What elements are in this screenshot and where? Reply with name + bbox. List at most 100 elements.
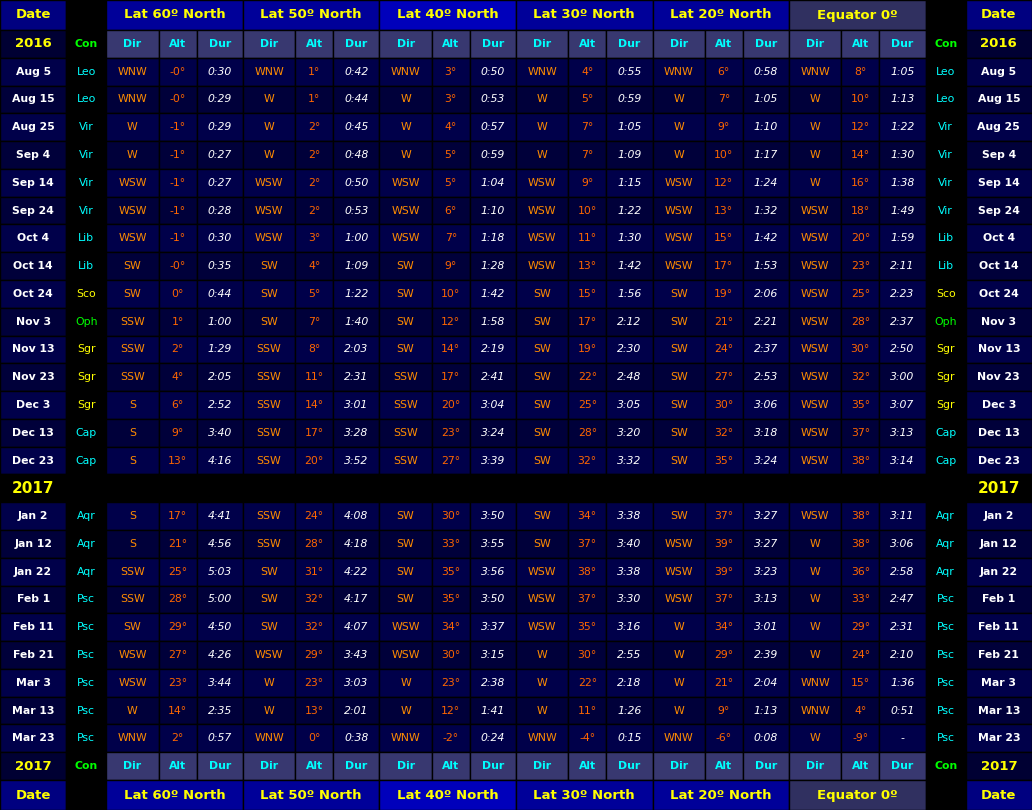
Text: Feb 21: Feb 21 <box>978 650 1020 660</box>
Text: 3:27: 3:27 <box>753 539 778 549</box>
Text: 0:35: 0:35 <box>207 261 232 271</box>
Text: 1:13: 1:13 <box>891 95 914 104</box>
Bar <box>966 58 1032 86</box>
Bar <box>607 419 652 446</box>
Bar <box>966 502 1032 530</box>
Bar <box>516 197 569 224</box>
Text: Oct 24: Oct 24 <box>979 289 1019 299</box>
Bar <box>743 697 789 724</box>
Bar <box>106 530 159 558</box>
Text: Lib: Lib <box>938 261 954 271</box>
Bar <box>516 752 569 780</box>
Bar <box>159 558 197 586</box>
Bar <box>743 141 789 169</box>
Bar <box>431 113 470 141</box>
Text: 12°: 12° <box>442 706 460 715</box>
Text: 38°: 38° <box>850 455 870 466</box>
Text: 30°: 30° <box>441 650 460 660</box>
Bar <box>789 669 841 697</box>
Bar <box>966 252 1032 280</box>
Text: 2016: 2016 <box>14 37 52 50</box>
Bar <box>926 502 966 530</box>
Text: W: W <box>810 122 820 132</box>
Text: 7°: 7° <box>309 317 320 326</box>
Text: 30°: 30° <box>441 511 460 521</box>
Bar <box>652 280 705 308</box>
Bar <box>197 197 243 224</box>
Bar <box>705 669 743 697</box>
Text: Sgr: Sgr <box>77 373 96 382</box>
Bar <box>66 364 106 391</box>
Text: 1:32: 1:32 <box>753 206 778 215</box>
Text: Lat 30º North: Lat 30º North <box>534 8 635 22</box>
Bar <box>159 113 197 141</box>
Text: Dir: Dir <box>124 39 141 49</box>
Text: Oct 4: Oct 4 <box>18 233 50 243</box>
Bar <box>705 613 743 641</box>
Text: 3:44: 3:44 <box>207 678 232 688</box>
Bar <box>243 30 295 58</box>
Text: SW: SW <box>260 567 278 577</box>
Bar <box>926 613 966 641</box>
Bar <box>789 613 841 641</box>
Bar <box>295 752 333 780</box>
Bar <box>243 364 295 391</box>
Text: 11°: 11° <box>578 233 596 243</box>
Bar <box>243 613 295 641</box>
Text: 39°: 39° <box>714 539 734 549</box>
Bar <box>607 58 652 86</box>
Bar <box>431 58 470 86</box>
Text: Oct 14: Oct 14 <box>13 261 53 271</box>
Bar <box>295 446 333 475</box>
Text: 4:18: 4:18 <box>345 539 368 549</box>
Bar <box>106 308 159 335</box>
Bar <box>66 586 106 613</box>
Bar <box>333 30 380 58</box>
Bar <box>66 669 106 697</box>
Bar <box>159 224 197 252</box>
Text: Psc: Psc <box>77 733 95 744</box>
Bar <box>879 641 926 669</box>
Text: 0:58: 0:58 <box>753 66 778 77</box>
Bar <box>0 752 66 780</box>
Text: Sep 4: Sep 4 <box>17 150 51 160</box>
Bar <box>652 558 705 586</box>
Text: W: W <box>673 95 684 104</box>
Text: 28°: 28° <box>304 539 324 549</box>
Bar <box>516 502 569 530</box>
Text: 2°: 2° <box>171 344 184 355</box>
Bar <box>470 141 516 169</box>
Text: Feb 11: Feb 11 <box>12 622 54 633</box>
Bar <box>743 58 789 86</box>
Bar <box>470 613 516 641</box>
Bar <box>705 280 743 308</box>
Bar <box>966 586 1032 613</box>
Text: 3:06: 3:06 <box>753 400 778 410</box>
Text: 20°: 20° <box>304 455 324 466</box>
Text: WSW: WSW <box>527 595 556 604</box>
Text: WSW: WSW <box>527 177 556 188</box>
Bar <box>879 502 926 530</box>
Bar <box>516 335 569 364</box>
Text: 4:26: 4:26 <box>207 650 232 660</box>
Bar <box>380 224 431 252</box>
Bar <box>652 197 705 224</box>
Text: 20°: 20° <box>441 400 460 410</box>
Bar <box>569 364 607 391</box>
Bar <box>743 280 789 308</box>
Bar <box>789 335 841 364</box>
Text: 0:51: 0:51 <box>891 706 914 715</box>
Text: Vir: Vir <box>79 122 94 132</box>
Bar <box>841 197 879 224</box>
Text: 1:05: 1:05 <box>617 122 642 132</box>
Bar <box>380 446 431 475</box>
Text: 6°: 6° <box>171 400 184 410</box>
Text: Dur: Dur <box>892 761 913 771</box>
Bar <box>380 502 431 530</box>
Text: WSW: WSW <box>665 206 692 215</box>
Text: 2°: 2° <box>309 150 320 160</box>
Bar <box>0 724 66 752</box>
Bar <box>0 697 66 724</box>
Text: Psc: Psc <box>77 622 95 633</box>
Bar <box>926 30 966 58</box>
